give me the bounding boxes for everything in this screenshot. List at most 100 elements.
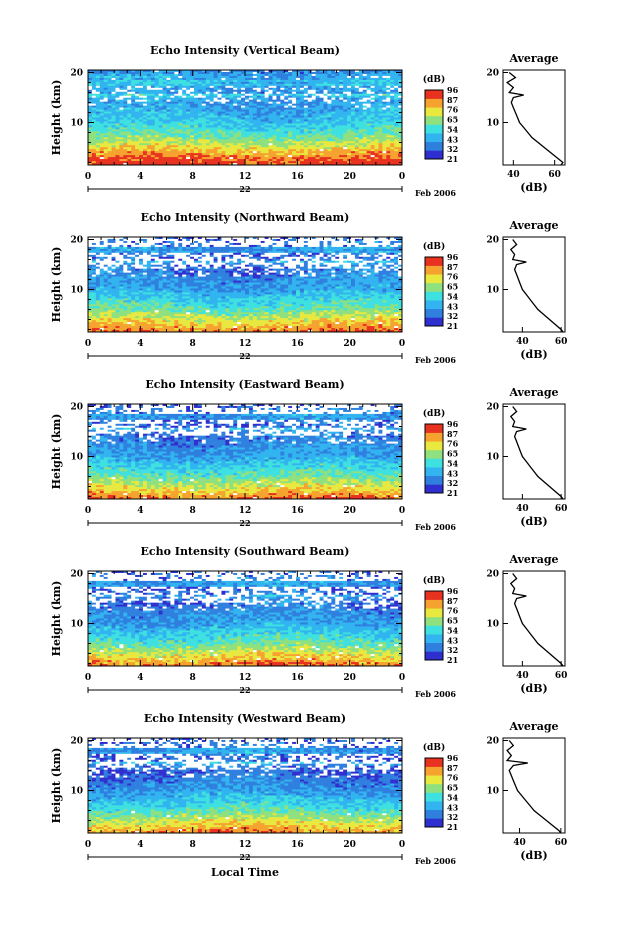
- heatmap-cell: [256, 95, 261, 99]
- heatmap-cell: [390, 147, 395, 150]
- heatmap-cell: [260, 133, 265, 136]
- heatmap-cell: [103, 153, 108, 156]
- heatmap-cell: [146, 155, 152, 158]
- heatmap-cell: [347, 70, 352, 73]
- heatmap-cell: [95, 117, 101, 120]
- heatmap-cell: [146, 242, 152, 246]
- heatmap-cell: [245, 250, 250, 254]
- heatmap-cell: [319, 70, 324, 73]
- heatmap-cell: [91, 252, 97, 256]
- heatmap-cell: [213, 129, 218, 132]
- heatmap-cell: [201, 125, 207, 128]
- heatmap-cell: [95, 123, 101, 126]
- heatmap-cell: [209, 99, 214, 102]
- heatmap-cell: [331, 238, 336, 242]
- heatmap-cell: [233, 93, 238, 97]
- heatmap-cell: [374, 161, 379, 164]
- heatmap-cell: [350, 131, 356, 134]
- heatmap-cell: [366, 238, 371, 242]
- heatmap-cell: [339, 135, 344, 138]
- heatmap-cell: [386, 103, 391, 106]
- heatmap-cell: [280, 87, 285, 91]
- heatmap-cell: [307, 71, 313, 75]
- x-tick-label: 8: [190, 172, 196, 182]
- heatmap-cell: [115, 81, 120, 85]
- heatmap-cell: [299, 133, 305, 136]
- heatmap-cell: [288, 248, 293, 252]
- heatmap-cell: [390, 107, 395, 110]
- heatmap-cell: [299, 101, 305, 104]
- heatmap-cell: [284, 81, 289, 85]
- heatmap-cell: [276, 73, 281, 77]
- heatmap-cell: [158, 109, 163, 112]
- heatmap-cell: [237, 145, 242, 148]
- heatmap-cell: [154, 252, 159, 256]
- heatmap-cell: [190, 240, 195, 244]
- heatmap-cell: [237, 155, 242, 158]
- heatmap-cell: [276, 139, 281, 142]
- heatmap-cell: [292, 79, 297, 83]
- heatmap-cell: [119, 151, 124, 154]
- heatmap-cell: [119, 258, 124, 262]
- heatmap-cell: [374, 143, 379, 146]
- heatmap-cell: [335, 123, 340, 126]
- heatmap-cell: [182, 99, 187, 102]
- heatmap-cell: [327, 87, 332, 91]
- heatmap-cell: [390, 248, 395, 252]
- heatmap-cell: [276, 250, 281, 254]
- heatmap-cell: [115, 256, 120, 260]
- heatmap-cell: [123, 252, 128, 256]
- heatmap-cell: [315, 121, 320, 124]
- heatmap-cell: [131, 258, 136, 262]
- heatmap-cell: [335, 161, 340, 164]
- heatmap-cell: [95, 127, 101, 130]
- heatmap-cell: [186, 101, 191, 104]
- heatmap-cell: [327, 71, 332, 75]
- heatmap-cell: [123, 99, 128, 102]
- heatmap-cell: [229, 109, 234, 112]
- heatmap-cell: [252, 79, 258, 83]
- heatmap-cell: [95, 161, 101, 164]
- heatmap-cell: [225, 115, 230, 118]
- heatmap-cell: [205, 81, 210, 85]
- heatmap-cell: [311, 129, 316, 132]
- heatmap-cell: [362, 137, 367, 140]
- heatmap-cell: [131, 131, 136, 134]
- heatmap-cell: [382, 139, 387, 142]
- heatmap-cell: [154, 238, 159, 242]
- heatmap-cell: [245, 99, 250, 102]
- heatmap-cell: [197, 95, 203, 99]
- heatmap-cell: [394, 91, 399, 95]
- heatmap-cell: [386, 123, 391, 126]
- heatmap-cell: [374, 139, 379, 142]
- heatmap-cell: [268, 101, 273, 104]
- heatmap-cell: [307, 242, 313, 246]
- heatmap-cell: [280, 99, 285, 102]
- heatmap-cell: [358, 101, 364, 104]
- heatmap-cell: [354, 157, 360, 160]
- heatmap-cell: [95, 103, 101, 106]
- heatmap-cell: [154, 153, 159, 156]
- heatmap-cell: [241, 137, 246, 140]
- heatmap-cell: [174, 70, 179, 73]
- heatmap-cell: [162, 237, 167, 240]
- heatmap-cell: [119, 145, 124, 148]
- heatmap-cell: [88, 139, 93, 142]
- heatmap-cell: [146, 246, 152, 250]
- heatmap-cell: [127, 70, 132, 73]
- heatmap-cell: [358, 87, 364, 91]
- heatmap-cell: [99, 75, 104, 79]
- heatmap-cell: [268, 157, 273, 160]
- heatmap-cell: [142, 79, 148, 83]
- heatmap-cell: [91, 95, 97, 99]
- heatmap-cell: [139, 89, 144, 93]
- heatmap-cell: [327, 101, 332, 104]
- heatmap-cell: [245, 149, 250, 152]
- heatmap-cell: [127, 81, 132, 85]
- heatmap-cell: [209, 71, 214, 75]
- heatmap-cell: [299, 252, 305, 256]
- heatmap-cell: [358, 260, 364, 264]
- heatmap-cell: [139, 113, 144, 116]
- heatmap-cell: [241, 123, 246, 126]
- heatmap-cell: [347, 113, 352, 116]
